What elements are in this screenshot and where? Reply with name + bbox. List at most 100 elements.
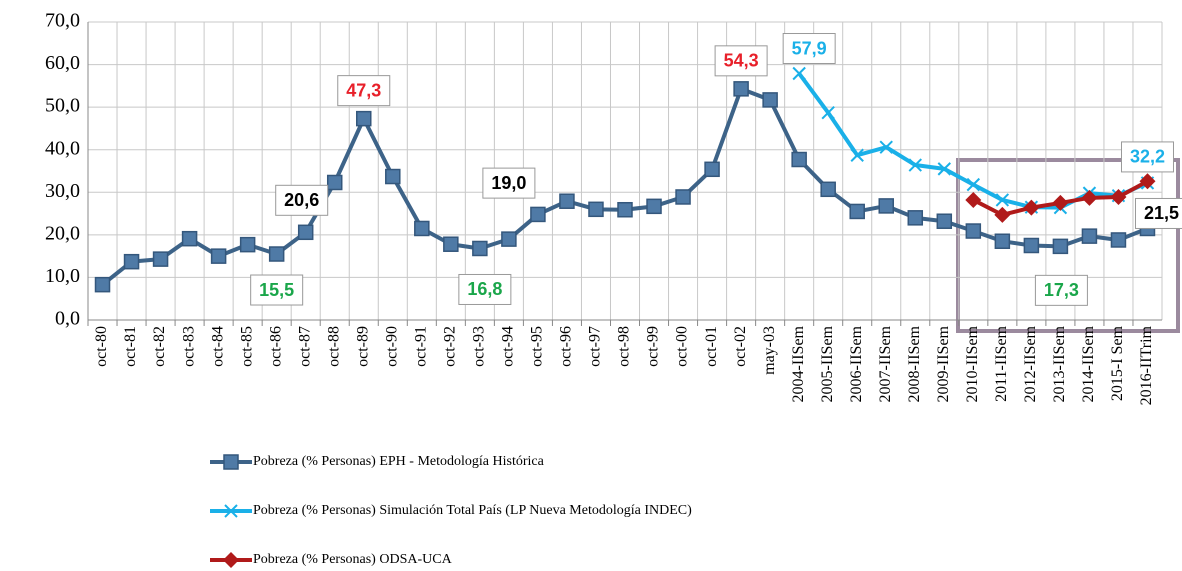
legend-label: Pobreza (% Personas) EPH - Metodología H… — [253, 454, 545, 469]
y-tick-label: 20,0 — [45, 222, 80, 244]
legend-label: Pobreza (% Personas) ODSA-UCA — [253, 552, 453, 567]
marker — [704, 161, 720, 178]
marker — [1052, 194, 1069, 211]
data-label-box — [1034, 274, 1088, 306]
marker — [762, 92, 778, 108]
data-label-box — [714, 45, 768, 77]
x-tick-label: 2012-IISem — [1022, 325, 1039, 402]
data-label: 32,2 — [1130, 147, 1165, 167]
marker — [937, 162, 952, 176]
x-tick-label: may-03 — [761, 326, 778, 375]
data-label-box — [337, 75, 391, 107]
data-label-box — [250, 274, 304, 306]
data-label: 57,9 — [792, 38, 827, 58]
marker — [501, 231, 517, 247]
marker — [617, 201, 633, 218]
marker — [326, 174, 343, 191]
marker — [223, 454, 239, 470]
x-tick-label: oct-96 — [558, 326, 575, 367]
marker — [994, 206, 1011, 223]
x-tick-label: 2004-IISem — [790, 325, 807, 402]
marker — [1081, 228, 1098, 244]
legend-label: Pobreza (% Personas) Simulación Total Pa… — [253, 503, 692, 518]
marker — [965, 191, 982, 208]
marker — [733, 81, 749, 97]
x-tick-label: 2007-IISem — [877, 325, 894, 402]
x-tick-label: 2008-IISem — [906, 325, 923, 402]
data-label: 17,3 — [1044, 280, 1079, 300]
data-label: 19,0 — [491, 173, 526, 193]
data-label: 47,3 — [346, 80, 381, 100]
marker — [820, 181, 836, 198]
x-tick-label: oct-88 — [325, 326, 342, 367]
y-tick-label: 0,0 — [55, 308, 80, 330]
marker — [123, 253, 140, 270]
series — [965, 173, 1156, 223]
x-tick-label: 2005-IISem — [819, 325, 836, 402]
x-tick-label: oct-89 — [354, 326, 371, 367]
marker — [1110, 188, 1127, 205]
marker — [646, 198, 662, 215]
y-tick-label: 50,0 — [45, 95, 80, 117]
series — [94, 81, 1156, 293]
series-line — [101, 86, 1149, 287]
marker — [792, 66, 806, 81]
marker — [1110, 232, 1127, 248]
x-tick-label: oct-97 — [587, 326, 604, 367]
marker — [268, 246, 285, 262]
data-label-box — [458, 273, 512, 305]
marker — [821, 105, 835, 120]
x-tick-label: oct-84 — [209, 326, 226, 367]
data-label: 15,5 — [259, 280, 294, 300]
marker — [530, 206, 546, 223]
marker — [224, 504, 238, 518]
x-tick-label: oct-90 — [383, 326, 400, 367]
x-tick-label: oct-92 — [442, 326, 459, 367]
data-label-box — [482, 167, 536, 199]
data-label-box — [782, 33, 836, 65]
x-tick-label: 2014-IISem — [1080, 325, 1097, 402]
marker — [223, 552, 239, 568]
series — [792, 66, 1155, 215]
y-tick-label: 10,0 — [45, 265, 80, 287]
marker — [879, 140, 893, 154]
data-label: 54,3 — [724, 51, 759, 71]
x-tick-label: 2016-IITrim — [1138, 325, 1155, 405]
marker — [385, 168, 401, 185]
marker — [791, 151, 807, 168]
marker — [443, 236, 459, 252]
data-label-box — [275, 184, 329, 216]
x-tick-label: oct-98 — [616, 326, 633, 367]
x-tick-label: oct-82 — [151, 326, 168, 367]
x-tick-label: oct-87 — [296, 326, 313, 367]
y-tick-label: 60,0 — [45, 52, 80, 74]
x-tick-label: 2011-IISem — [993, 325, 1010, 401]
x-tick-label: 2015-I Sem — [1109, 325, 1126, 401]
x-tick-label: oct-95 — [529, 326, 546, 367]
y-tick-label: 30,0 — [45, 180, 80, 202]
data-label: 21,5 — [1144, 203, 1179, 223]
x-tick-label: oct-91 — [412, 326, 429, 367]
highlight-box — [956, 158, 1180, 333]
marker — [849, 203, 865, 220]
data-label-box — [1134, 197, 1182, 229]
marker — [878, 198, 894, 214]
marker — [559, 193, 575, 209]
x-tick-label: 2006-IISem — [848, 325, 865, 402]
marker — [94, 276, 111, 293]
y-tick-label: 70,0 — [45, 10, 80, 32]
x-tick-label: oct-81 — [122, 326, 139, 367]
data-label-box — [1120, 141, 1174, 173]
x-tick-label: oct-80 — [93, 326, 110, 367]
marker — [152, 251, 169, 267]
marker — [472, 240, 488, 257]
data-label: 16,8 — [467, 279, 502, 299]
marker — [1023, 237, 1040, 254]
marker — [181, 230, 198, 247]
marker — [356, 110, 372, 127]
x-tick-label: oct-83 — [180, 326, 197, 367]
x-tick-label: oct-99 — [645, 326, 662, 367]
marker — [675, 189, 691, 205]
y-tick-label: 40,0 — [45, 137, 80, 159]
